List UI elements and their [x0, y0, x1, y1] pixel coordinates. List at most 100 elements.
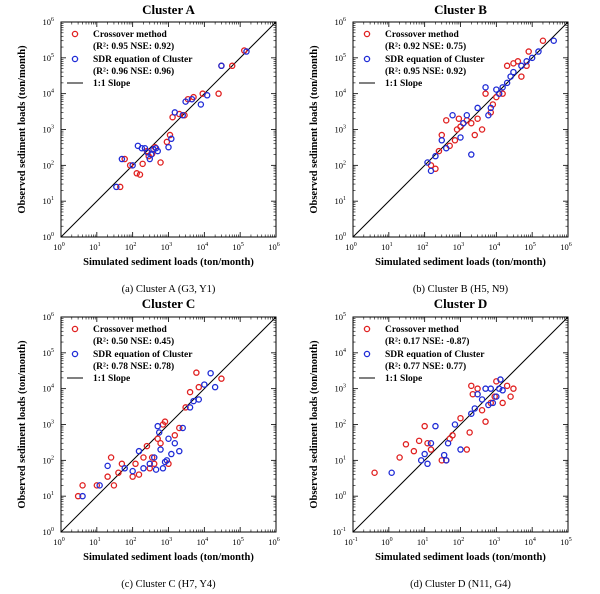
data-point [495, 385, 503, 392]
data-point [132, 460, 139, 468]
data-point [176, 447, 183, 455]
data-point [152, 466, 160, 473]
data-point [79, 492, 86, 500]
data-point [197, 101, 205, 108]
y-tick-label: 105 [335, 53, 347, 63]
data-point [155, 429, 163, 436]
legend-label: Crossover method [385, 325, 460, 335]
x-tick-label: 106 [560, 242, 572, 252]
data-point [451, 421, 459, 428]
data-point [150, 460, 158, 468]
data-point [444, 439, 452, 447]
chart-title: Cluster A [142, 2, 195, 17]
data-point [135, 471, 143, 478]
x-tick-label: 103 [161, 537, 173, 547]
data-point [482, 84, 489, 91]
data-point [460, 119, 467, 127]
data-point [79, 482, 86, 489]
data-point [478, 406, 486, 414]
legend: Crossover method(R²: 0.50 NSE: 0.45) SDR … [67, 325, 193, 384]
data-point [449, 111, 456, 119]
y-tick-label: 100 [43, 232, 55, 242]
data-point [146, 465, 154, 472]
chart-title: Cluster C [142, 296, 196, 311]
x-tick-label: 103 [161, 242, 173, 252]
data-point [474, 390, 481, 398]
data-point [104, 462, 111, 470]
data-point [110, 482, 118, 489]
y-tick-label: 102 [335, 420, 347, 430]
data-point [74, 492, 82, 500]
data-point [182, 404, 189, 411]
data-point [421, 450, 428, 458]
x-tick-label: 104 [489, 242, 501, 252]
one-to-one-line [352, 316, 569, 533]
x-tick-label: 100 [53, 242, 65, 252]
x-tick-label: 10-1 [344, 537, 358, 547]
data-point [535, 48, 542, 55]
y-tick-label: 103 [43, 420, 55, 430]
data-point [449, 432, 456, 439]
y-tick-label: 104 [335, 348, 347, 358]
series-crossover [74, 369, 225, 500]
data-point [539, 37, 547, 44]
data-point [402, 441, 410, 448]
data-point [157, 446, 164, 453]
data-point [417, 457, 425, 464]
data-point [154, 422, 161, 430]
legend-label: 1:1 Slope [385, 79, 422, 89]
data-point [478, 396, 486, 403]
y-tick-label: 102 [43, 160, 55, 170]
data-point [427, 446, 435, 453]
data-point [528, 54, 536, 62]
data-point [107, 454, 115, 461]
data-point [188, 95, 196, 103]
data-point [463, 111, 471, 119]
data-point [466, 429, 473, 436]
legend: Crossover method(R²: 0.17 NSE: -0.87) SDR… [359, 325, 485, 384]
data-point [471, 405, 479, 412]
data-point [157, 159, 164, 166]
data-point [410, 447, 418, 455]
legend-label: SDR equation of Cluster [93, 55, 193, 65]
legend-label: SDR equation of Cluster [385, 55, 485, 65]
legend-stats: (R²: 0.50 NSE: 0.45) [93, 336, 174, 347]
legend-marker [71, 350, 79, 358]
x-tick-label: 105 [232, 242, 244, 252]
x-tick-label: 106 [268, 242, 280, 252]
x-tick-label: 102 [453, 537, 465, 547]
x-tick-label: 101 [89, 537, 101, 547]
legend-marker [71, 325, 79, 333]
data-point [215, 90, 222, 97]
x-tick-label: 101 [89, 242, 101, 252]
y-tick-label: 100 [335, 491, 347, 501]
series-sdr [424, 37, 557, 175]
panel-caption: (c) Cluster C (H7, Y4) [121, 579, 216, 590]
data-point [487, 385, 495, 392]
data-point [121, 155, 128, 163]
x-axis-label: Simulated sediment loads (ton/month) [375, 552, 546, 563]
data-point [388, 469, 395, 477]
chart-title: Cluster B [434, 2, 487, 17]
data-point [495, 90, 503, 97]
x-tick-label: 105 [560, 537, 572, 547]
data-point [468, 382, 475, 390]
y-tick-label: 104 [43, 89, 55, 99]
y-tick-label: 101 [335, 196, 347, 206]
data-point [218, 375, 225, 382]
data-point [121, 465, 128, 472]
legend-marker [363, 325, 371, 333]
x-tick-label: 100 [53, 537, 65, 547]
y-tick-label: 10-1 [333, 527, 347, 537]
legend-marker [363, 350, 371, 358]
data-point [129, 473, 136, 480]
y-axis-label: Observed sediment loads (ton/month) [17, 340, 28, 509]
data-point [468, 119, 475, 127]
y-tick-label: 103 [335, 384, 347, 394]
data-point [161, 418, 169, 425]
data-point [171, 109, 179, 116]
panel-caption: (b) Cluster B (H5, N9) [413, 284, 509, 295]
legend-label: Crossover method [93, 325, 168, 335]
data-point [207, 369, 214, 377]
